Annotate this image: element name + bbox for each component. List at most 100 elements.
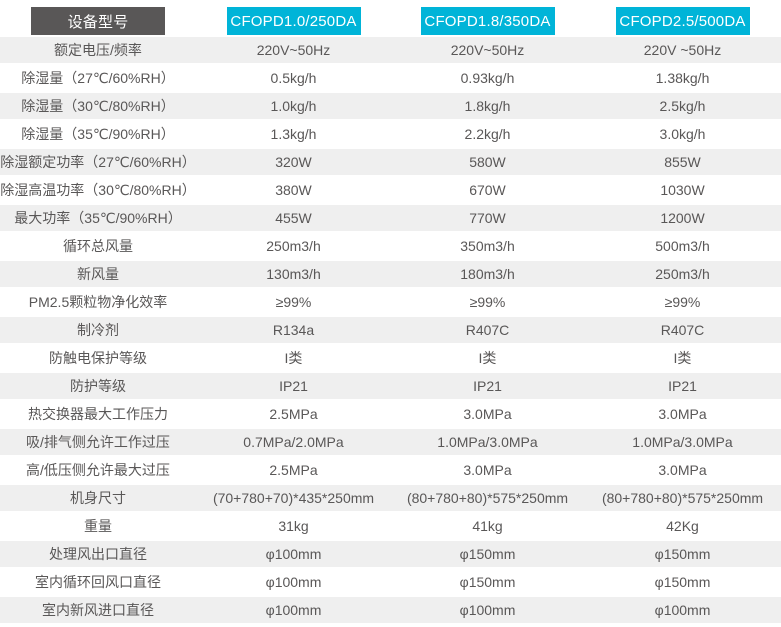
table-row: 防触电保护等级 I类 I类 I类 [0, 345, 781, 373]
row-label: 重量 [84, 518, 112, 534]
row-label: 处理风出口直径 [49, 546, 147, 562]
row-value: 1030W [660, 182, 705, 198]
row-value: 770W [469, 210, 506, 226]
row-value: I类 [673, 350, 692, 366]
row-value: 250m3/h [655, 266, 710, 282]
device-model-header: 设备型号 [31, 7, 165, 35]
row-value: 180m3/h [460, 266, 515, 282]
row-value: 1.0MPa/3.0MPa [632, 434, 733, 450]
row-value: 1.3kg/h [270, 126, 317, 142]
row-value: 580W [469, 154, 506, 170]
row-label: PM2.5颗粒物净化效率 [28, 294, 168, 310]
row-label: 新风量 [77, 266, 119, 282]
table-row: 最大功率（35℃/90%RH） 455W 770W 1200W [0, 205, 781, 233]
row-label: 室内循环回风口直径 [35, 574, 161, 590]
model-1-header: CFOPD1.0/250DA [226, 7, 361, 35]
row-label: 吸/排气侧允许工作过压 [26, 434, 170, 450]
row-value: 250m3/h [266, 238, 321, 254]
row-label: 制冷剂 [77, 322, 119, 338]
row-label: 防护等级 [70, 378, 126, 394]
table-row: 室内循环回风口直径 φ100mm φ150mm φ150mm [0, 569, 781, 597]
table-row: 除湿量（27℃/60%RH） 0.5kg/h 0.93kg/h 1.38kg/h [0, 65, 781, 93]
row-value: 41kg [472, 518, 503, 534]
row-value: (70+780+70)*435*250mm [212, 490, 375, 506]
row-value: φ100mm [265, 546, 322, 562]
row-value: 130m3/h [266, 266, 321, 282]
row-label: 除湿量（30℃/80%RH） [21, 98, 175, 114]
row-value: 0.7MPa/2.0MPa [243, 434, 344, 450]
table-row: 除湿高温功率（30℃/80%RH） 380W 670W 1030W [0, 177, 781, 205]
row-value: 455W [275, 210, 312, 226]
row-value: IP21 [279, 378, 308, 394]
row-value: 2.5MPa [269, 462, 318, 478]
table-row: 新风量 130m3/h 180m3/h 250m3/h [0, 261, 781, 289]
row-value: 3.0MPa [463, 462, 512, 478]
row-value: φ150mm [654, 546, 711, 562]
table-body: 额定电压/频率 220V~50Hz 220V~50Hz 220V ~50Hz 除湿量（2… [0, 37, 781, 625]
row-label: 最大功率（35℃/90%RH） [14, 210, 182, 226]
row-value: φ100mm [265, 574, 322, 590]
row-value: 1.0kg/h [270, 98, 317, 114]
row-label: 除湿量（27℃/60%RH） [21, 70, 175, 86]
row-value: I类 [284, 350, 303, 366]
row-value: 220V~50Hz [256, 42, 331, 58]
table-row: 处理风出口直径 φ100mm φ150mm φ150mm [0, 541, 781, 569]
table-row: 除湿量（30℃/80%RH） 1.0kg/h 1.8kg/h 2.5kg/h [0, 93, 781, 121]
row-value: 0.5kg/h [270, 70, 317, 86]
row-value: 2.2kg/h [464, 126, 511, 142]
row-value: 0.93kg/h [460, 70, 515, 86]
row-value: 670W [469, 182, 506, 198]
model-2-header: CFOPD1.8/350DA [420, 7, 555, 35]
table-row: 重量 31kg 41kg 42Kg [0, 513, 781, 541]
row-value: φ100mm [265, 602, 322, 618]
row-value: I类 [478, 350, 497, 366]
row-value: φ100mm [654, 602, 711, 618]
table-header-row: 设备型号 CFOPD1.0/250DA CFOPD1.8/350DA CFOPD… [0, 0, 781, 37]
row-value: 1.8kg/h [464, 98, 511, 114]
row-value: R407C [660, 322, 705, 338]
row-value: 31kg [278, 518, 309, 534]
row-label: 高/低压侧允许最大过压 [26, 462, 170, 478]
model-3-header: CFOPD2.5/500DA [615, 7, 750, 35]
row-value: 500m3/h [655, 238, 710, 254]
header-cell-device-model: 设备型号 [0, 0, 196, 37]
row-value: φ100mm [459, 602, 516, 618]
row-value: 350m3/h [460, 238, 515, 254]
row-value: R134a [272, 322, 315, 338]
table-row: 除湿额定功率（27℃/60%RH） 320W 580W 855W [0, 149, 781, 177]
table-row: PM2.5颗粒物净化效率 ≥99% ≥99% ≥99% [0, 289, 781, 317]
row-value: IP21 [473, 378, 502, 394]
row-value: φ150mm [459, 574, 516, 590]
row-value: 1200W [660, 210, 705, 226]
table-row: 机身尺寸 (70+780+70)*435*250mm (80+780+80)*575… [0, 485, 781, 513]
table-row: 除湿量（35℃/90%RH） 1.3kg/h 2.2kg/h 3.0kg/h [0, 121, 781, 149]
table-row: 额定电压/频率 220V~50Hz 220V~50Hz 220V ~50Hz [0, 37, 781, 65]
row-label: 热交换器最大工作压力 [28, 406, 168, 422]
row-value: 3.0kg/h [659, 126, 706, 142]
row-label: 除湿高温功率（30℃/80%RH） [0, 182, 196, 198]
row-value: ≥99% [469, 294, 506, 310]
row-value: 380W [275, 182, 312, 198]
row-label: 机身尺寸 [70, 490, 126, 506]
row-value: 3.0MPa [658, 462, 707, 478]
header-cell-model-3: CFOPD2.5/500DA [584, 0, 781, 37]
table-row: 防护等级 IP21 IP21 IP21 [0, 373, 781, 401]
table-row: 高/低压侧允许最大过压 2.5MPa 3.0MPa 3.0MPa [0, 457, 781, 485]
row-value: 42Kg [666, 518, 699, 534]
table-row: 热交换器最大工作压力 2.5MPa 3.0MPa 3.0MPa [0, 401, 781, 429]
row-label: 额定电压/频率 [54, 42, 142, 58]
table-row: 吸/排气侧允许工作过压 0.7MPa/2.0MPa 1.0MPa/3.0MPa 1.0… [0, 429, 781, 457]
table-row: 循环总风量 250m3/h 350m3/h 500m3/h [0, 233, 781, 261]
row-value: φ150mm [459, 546, 516, 562]
row-value: 1.0MPa/3.0MPa [437, 434, 538, 450]
row-value: R407C [465, 322, 510, 338]
table-row: 室内新风进口直径 φ100mm φ100mm φ100mm [0, 597, 781, 625]
row-value: 3.0MPa [463, 406, 512, 422]
row-label: 除湿额定功率（27℃/60%RH） [0, 154, 196, 170]
row-value: φ150mm [654, 574, 711, 590]
row-value: 2.5kg/h [659, 98, 706, 114]
header-cell-model-1: CFOPD1.0/250DA [196, 0, 391, 37]
row-label: 除湿量（35℃/90%RH） [21, 126, 175, 142]
row-value: 220V ~50Hz [643, 42, 722, 58]
row-value: IP21 [668, 378, 697, 394]
